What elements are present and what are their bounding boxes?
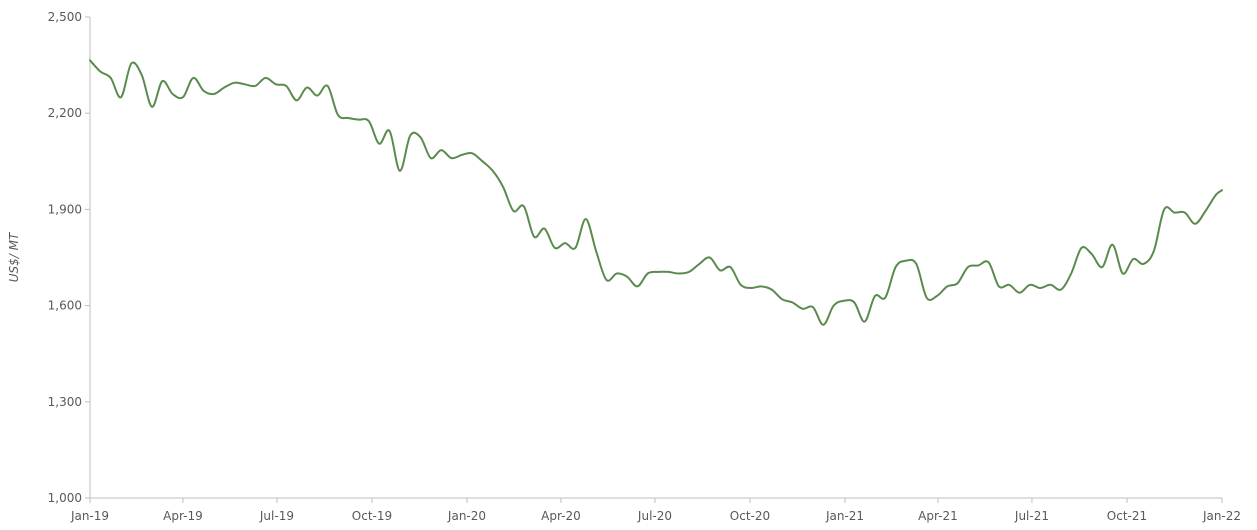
- x-tick-label: Jul-19: [259, 509, 294, 523]
- y-tick-label: 2,200: [48, 106, 82, 120]
- y-tick-labels: 1,000 1,300 1,600 1,900 2,200 2,500: [48, 10, 90, 505]
- x-tick-label: Apr-20: [541, 509, 581, 523]
- x-tick-label: Apr-19: [163, 509, 203, 523]
- x-axis: Jan-19 Apr-19 Jul-19 Oct-19 Jan-20 Apr-20 Jul-…: [70, 497, 1241, 523]
- x-tick-label: Jan-20: [447, 509, 486, 523]
- x-tick-label: Jul-21: [1014, 509, 1049, 523]
- x-tick-label: Jan-19: [70, 509, 109, 523]
- x-tick-label: Apr-21: [918, 509, 958, 523]
- y-tick-label: 1,900: [48, 202, 82, 216]
- y-tick-label: 1,300: [48, 395, 82, 409]
- y-axis-title: US$/ MT: [7, 231, 21, 282]
- y-tick-label: 1,000: [48, 491, 82, 505]
- x-tick-label: Jan-21: [825, 509, 864, 523]
- x-tick-label: Oct-19: [352, 509, 392, 523]
- x-tick-labels: Jan-19 Apr-19 Jul-19 Oct-19 Jan-20 Apr-20 Jul-…: [70, 498, 1241, 523]
- x-tick-label: Oct-20: [730, 509, 770, 523]
- y-axis: 1,000 1,300 1,600 1,900 2,200 2,500: [48, 10, 91, 505]
- series-group: [89, 59, 1223, 326]
- x-tick-label: Jan-22: [1202, 509, 1241, 523]
- x-tick-label: Jul-20: [637, 509, 672, 523]
- y-tick-label: 1,600: [48, 299, 82, 313]
- y-tick-label: 2,500: [48, 10, 82, 24]
- x-tick-label: Oct-21: [1107, 509, 1147, 523]
- series-line: [89, 59, 1223, 326]
